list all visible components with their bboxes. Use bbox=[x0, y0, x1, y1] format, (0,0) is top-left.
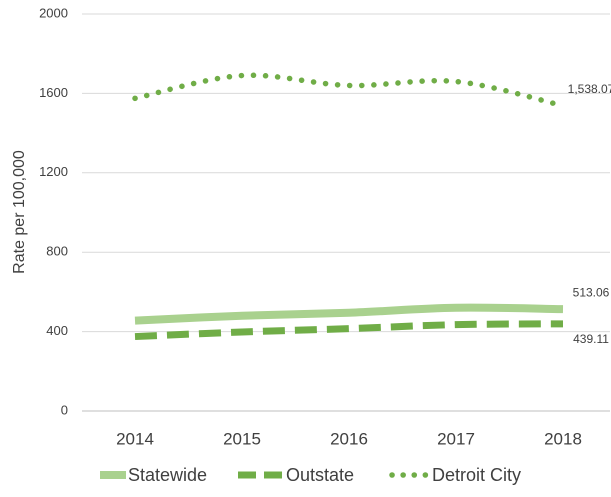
y-tick-label: 1200 bbox=[39, 164, 68, 179]
y-tick-label: 400 bbox=[46, 323, 68, 338]
data-label: 513.06 bbox=[573, 285, 610, 299]
x-tick-label: 2018 bbox=[544, 429, 582, 448]
y-axis-label: Rate per 100,000 bbox=[11, 150, 28, 274]
x-tick-label: 2014 bbox=[116, 429, 154, 448]
legend-label: Statewide bbox=[128, 465, 207, 485]
y-tick-label: 2000 bbox=[39, 5, 68, 20]
series-line bbox=[134, 320, 564, 341]
data-label: 1,538.07 bbox=[568, 82, 611, 96]
series-line bbox=[132, 72, 566, 109]
x-tick-label: 2016 bbox=[330, 429, 368, 448]
y-tick-label: 800 bbox=[46, 244, 68, 259]
x-tick-label: 2017 bbox=[437, 429, 475, 448]
data-label: 439.11 bbox=[573, 332, 609, 346]
legend-label: Outstate bbox=[286, 465, 354, 485]
y-tick-label: 0 bbox=[61, 402, 68, 417]
x-tick-label: 2015 bbox=[223, 429, 261, 448]
y-tick-label: 1600 bbox=[39, 85, 68, 100]
series-line bbox=[134, 303, 564, 325]
legend-label: Detroit City bbox=[432, 465, 521, 485]
